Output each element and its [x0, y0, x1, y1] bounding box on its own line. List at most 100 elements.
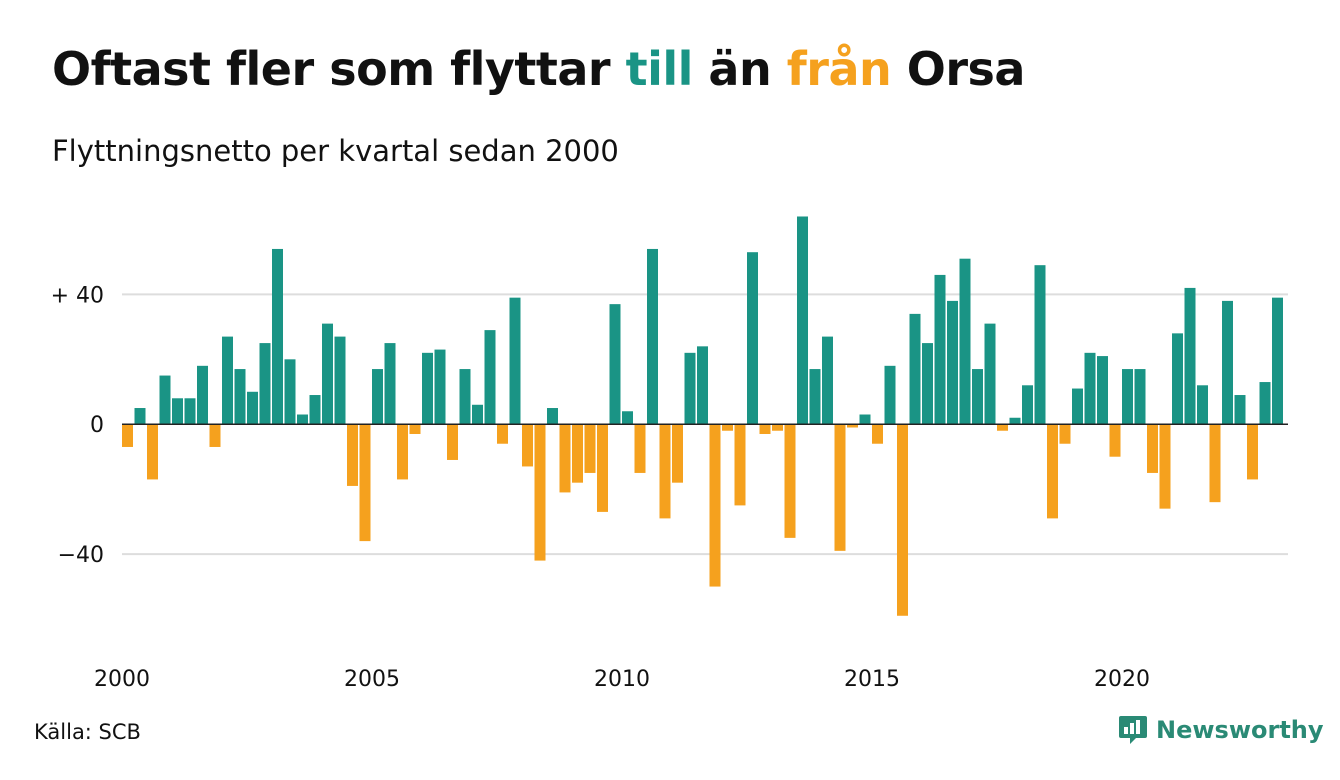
bars — [122, 216, 1283, 616]
bar — [584, 424, 596, 473]
bar — [622, 411, 633, 425]
bar — [434, 349, 446, 425]
bar — [134, 408, 146, 425]
bar — [1259, 382, 1271, 425]
bar — [1022, 385, 1033, 425]
bar — [297, 414, 308, 425]
bar — [1084, 352, 1096, 425]
bar — [534, 424, 546, 561]
bar — [409, 424, 421, 434]
bar — [1109, 424, 1121, 457]
bar — [334, 336, 346, 425]
bar — [1234, 395, 1246, 425]
bar — [1072, 388, 1083, 425]
bar — [247, 391, 258, 425]
y-tick-label: + 40 — [51, 283, 104, 308]
bar — [522, 424, 533, 467]
bar — [734, 424, 746, 506]
bar — [684, 352, 696, 425]
bar — [1209, 424, 1221, 503]
bar — [222, 336, 233, 425]
bar — [1272, 297, 1283, 425]
bar — [259, 343, 271, 425]
bar — [447, 424, 458, 460]
brand-name: Newsworthy — [1156, 716, 1324, 744]
bar — [272, 248, 283, 425]
bar — [572, 424, 583, 483]
bar — [284, 359, 296, 425]
bar — [722, 424, 733, 431]
bar — [1034, 265, 1046, 425]
bar — [1134, 369, 1146, 425]
bar — [309, 395, 321, 425]
chart-subtitle: Flyttningsnetto per kvartal sedan 2000 — [52, 134, 619, 168]
bar — [547, 408, 558, 425]
bar — [659, 424, 671, 519]
bar — [984, 323, 996, 425]
bar — [747, 252, 758, 425]
bar — [347, 424, 358, 486]
bar — [472, 404, 483, 425]
x-tick-label: 2010 — [594, 667, 650, 692]
x-tick-label: 2005 — [344, 667, 400, 692]
bar — [1122, 369, 1133, 425]
x-tick-label: 2000 — [94, 667, 150, 692]
bar — [197, 365, 208, 425]
bar — [897, 424, 908, 616]
bar — [909, 313, 921, 425]
bar — [647, 248, 658, 425]
bar — [1247, 424, 1258, 480]
bar — [759, 424, 771, 434]
bar — [497, 424, 508, 444]
newsworthy-logo-icon — [1119, 716, 1147, 744]
bar — [559, 424, 571, 493]
bar — [797, 216, 808, 425]
bar — [709, 424, 721, 587]
bar — [609, 304, 621, 425]
bar — [234, 369, 246, 425]
bar — [484, 330, 496, 425]
title-part-1: Oftast fler som flyttar — [52, 42, 626, 96]
bar — [1197, 385, 1208, 425]
bar — [872, 424, 883, 444]
bar — [959, 258, 971, 425]
bar — [172, 398, 183, 425]
bar — [122, 424, 133, 447]
y-tick-label: −40 — [58, 543, 104, 568]
bar — [1147, 424, 1158, 473]
bar — [384, 343, 396, 425]
y-tick-label: 0 — [90, 413, 104, 438]
bar — [372, 369, 383, 425]
title-part-5: Orsa — [891, 42, 1026, 96]
title-highlight-till: till — [625, 42, 694, 96]
bar — [1159, 424, 1171, 509]
bar — [422, 352, 433, 425]
x-tick-label: 2015 — [844, 667, 900, 692]
bar — [509, 297, 521, 425]
bar — [884, 365, 896, 425]
bar — [634, 424, 646, 473]
bar — [822, 336, 833, 425]
bar — [834, 424, 846, 551]
bar — [934, 274, 946, 425]
bar — [1172, 333, 1183, 425]
bar — [209, 424, 221, 447]
bar — [772, 424, 783, 431]
bar — [922, 343, 933, 425]
bar — [784, 424, 796, 538]
bar-chart: + 40 0 −40 2000 2005 2010 2015 2020 — [51, 216, 1288, 692]
bar — [184, 398, 196, 425]
bar — [397, 424, 408, 480]
bar — [697, 346, 708, 425]
bar — [1222, 300, 1233, 425]
chart-title: Oftast fler som flyttar till än från Ors… — [52, 42, 1025, 96]
bar — [997, 424, 1008, 431]
title-highlight-fran: från — [786, 42, 892, 96]
bar — [159, 375, 171, 425]
bar — [972, 369, 983, 425]
bar — [847, 424, 858, 428]
bar — [597, 424, 608, 512]
bar — [859, 414, 871, 425]
axes: + 40 0 −40 2000 2005 2010 2015 2020 — [51, 283, 1288, 692]
title-part-3: än — [692, 42, 787, 96]
